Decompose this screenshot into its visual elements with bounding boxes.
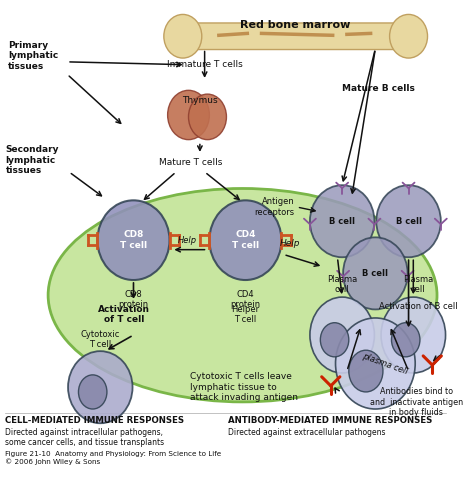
- Text: B cell: B cell: [396, 217, 421, 225]
- Ellipse shape: [381, 297, 446, 373]
- Ellipse shape: [349, 350, 383, 392]
- Text: Help: Help: [280, 239, 300, 248]
- Ellipse shape: [392, 323, 420, 357]
- Text: Primary
lymphatic
tissues: Primary lymphatic tissues: [8, 41, 58, 71]
- Ellipse shape: [79, 375, 107, 409]
- Text: Mature T cells: Mature T cells: [159, 158, 222, 167]
- Ellipse shape: [68, 351, 133, 423]
- Text: Directed against intracellular pathogens,
some cancer cells, and tissue transpla: Directed against intracellular pathogens…: [5, 428, 164, 448]
- Text: Help: Help: [178, 236, 197, 245]
- Ellipse shape: [390, 15, 428, 58]
- Ellipse shape: [310, 297, 374, 373]
- Text: Plasma
cell: Plasma cell: [403, 275, 433, 294]
- Text: B cell: B cell: [362, 269, 388, 278]
- Ellipse shape: [189, 94, 227, 140]
- Text: Immature T cells: Immature T cells: [167, 60, 243, 69]
- Ellipse shape: [98, 200, 170, 280]
- Text: CD8
T cell: CD8 T cell: [120, 230, 147, 250]
- Ellipse shape: [310, 185, 374, 257]
- Ellipse shape: [48, 188, 437, 402]
- Text: Antibodies bind to
and  inactivate antigen
in body fluids: Antibodies bind to and inactivate antige…: [370, 387, 463, 417]
- Text: Plasma
cell: Plasma cell: [327, 275, 357, 294]
- Text: Figure 21-10  Anatomy and Physiology: From Science to Life
© 2006 John Wiley & S: Figure 21-10 Anatomy and Physiology: Fro…: [5, 451, 222, 465]
- Text: CD4
protein: CD4 protein: [230, 289, 261, 309]
- Text: Mature B cells: Mature B cells: [342, 84, 415, 93]
- Text: Cytotoxic T cells leave
lymphatic tissue to
attack invading antigen: Cytotoxic T cells leave lymphatic tissue…: [191, 372, 299, 402]
- Ellipse shape: [320, 323, 349, 357]
- Ellipse shape: [164, 15, 202, 58]
- Text: CD4
T cell: CD4 T cell: [232, 230, 259, 250]
- Text: ANTIBODY-MEDIATED IMMUNE RESPONSES: ANTIBODY-MEDIATED IMMUNE RESPONSES: [228, 416, 433, 425]
- Ellipse shape: [376, 185, 441, 257]
- Text: Directed against extracellular pathogens: Directed against extracellular pathogens: [228, 428, 386, 437]
- Text: plasma cell: plasma cell: [361, 351, 409, 376]
- Ellipse shape: [168, 90, 210, 140]
- Ellipse shape: [343, 237, 408, 309]
- Text: Thymus: Thymus: [182, 96, 218, 106]
- Text: CELL-MEDIATED IMMUNE RESPONSES: CELL-MEDIATED IMMUNE RESPONSES: [5, 416, 184, 425]
- Ellipse shape: [210, 200, 282, 280]
- Text: Red bone marrow: Red bone marrow: [239, 20, 350, 30]
- FancyBboxPatch shape: [173, 23, 416, 50]
- Text: Secondary
lymphatic
tissues: Secondary lymphatic tissues: [5, 145, 59, 175]
- Text: Antigen
receptors: Antigen receptors: [255, 197, 295, 217]
- Text: Activation
of T cell: Activation of T cell: [98, 305, 150, 324]
- Text: Helper
T cell: Helper T cell: [231, 305, 259, 324]
- Text: Activation of B cell: Activation of B cell: [379, 302, 457, 311]
- Text: CD8
protein: CD8 protein: [118, 289, 148, 309]
- Text: Cytotoxic
T cell: Cytotoxic T cell: [81, 330, 120, 349]
- Text: B cell: B cell: [329, 217, 355, 225]
- Ellipse shape: [336, 318, 415, 409]
